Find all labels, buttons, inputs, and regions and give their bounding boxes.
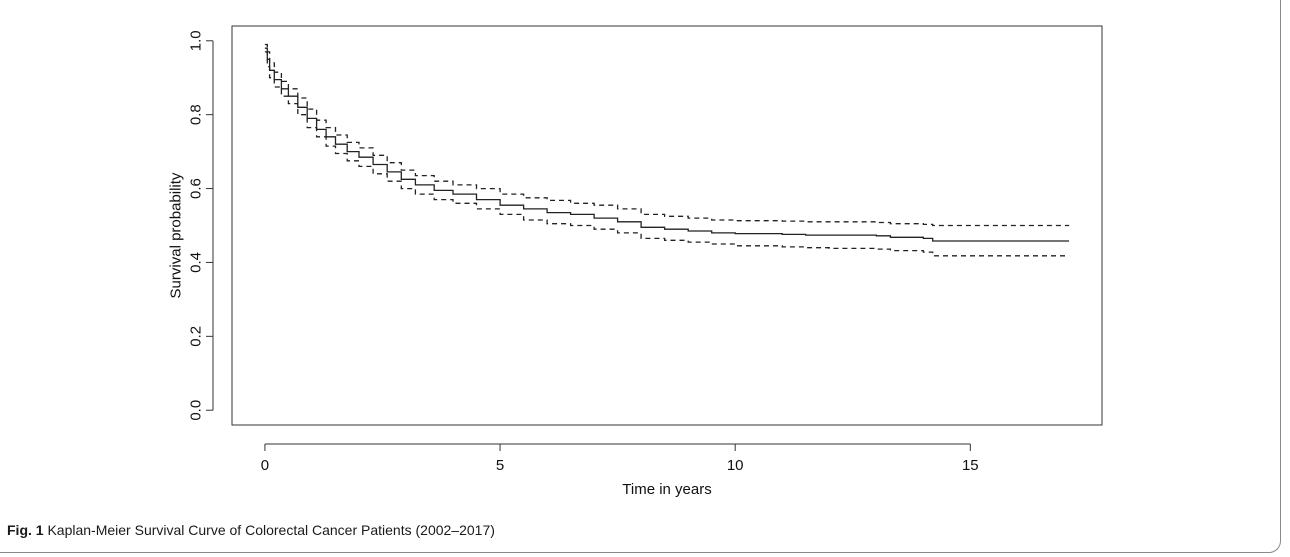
- x-tick-label: 0: [261, 457, 269, 474]
- figure-caption-text: Kaplan-Meier Survival Curve of Colorecta…: [47, 522, 495, 538]
- y-tick-label: 1.0: [188, 30, 205, 51]
- figure-label: Fig. 1: [7, 522, 44, 538]
- plot-box: [231, 25, 1103, 426]
- y-tick-label: 0.8: [188, 104, 205, 125]
- y-tick-label: 0.2: [188, 326, 205, 347]
- survival-estimate-line: [264, 47, 1070, 242]
- x-tick-label: 15: [962, 457, 979, 474]
- y-tick-label: 0.6: [188, 178, 205, 199]
- x-axis-label: Time in years: [622, 481, 711, 498]
- figure-caption: Fig. 1 Kaplan-Meier Survival Curve of Co…: [7, 522, 495, 538]
- y-axis-label: Survival probability: [168, 172, 185, 298]
- confidence-limit-line: [264, 43, 1070, 227]
- confidence-limit-line: [264, 51, 1070, 257]
- y-tick-label: 0.4: [188, 252, 205, 273]
- kaplan-meier-chart: 0 5 10 15 0.00.20.40.60.81.0 Time in years …: [168, 25, 1103, 498]
- plot-area: [231, 25, 1103, 426]
- x-axis: 0 5 10 15: [261, 443, 979, 474]
- survival-series: [264, 43, 1070, 257]
- y-tick-label: 0.0: [188, 400, 205, 421]
- x-tick-label: 10: [727, 457, 744, 474]
- x-tick-label: 5: [496, 457, 504, 474]
- y-axis: 0.0 0.2 0.4 0.6 0.8 1.0: [188, 30, 214, 421]
